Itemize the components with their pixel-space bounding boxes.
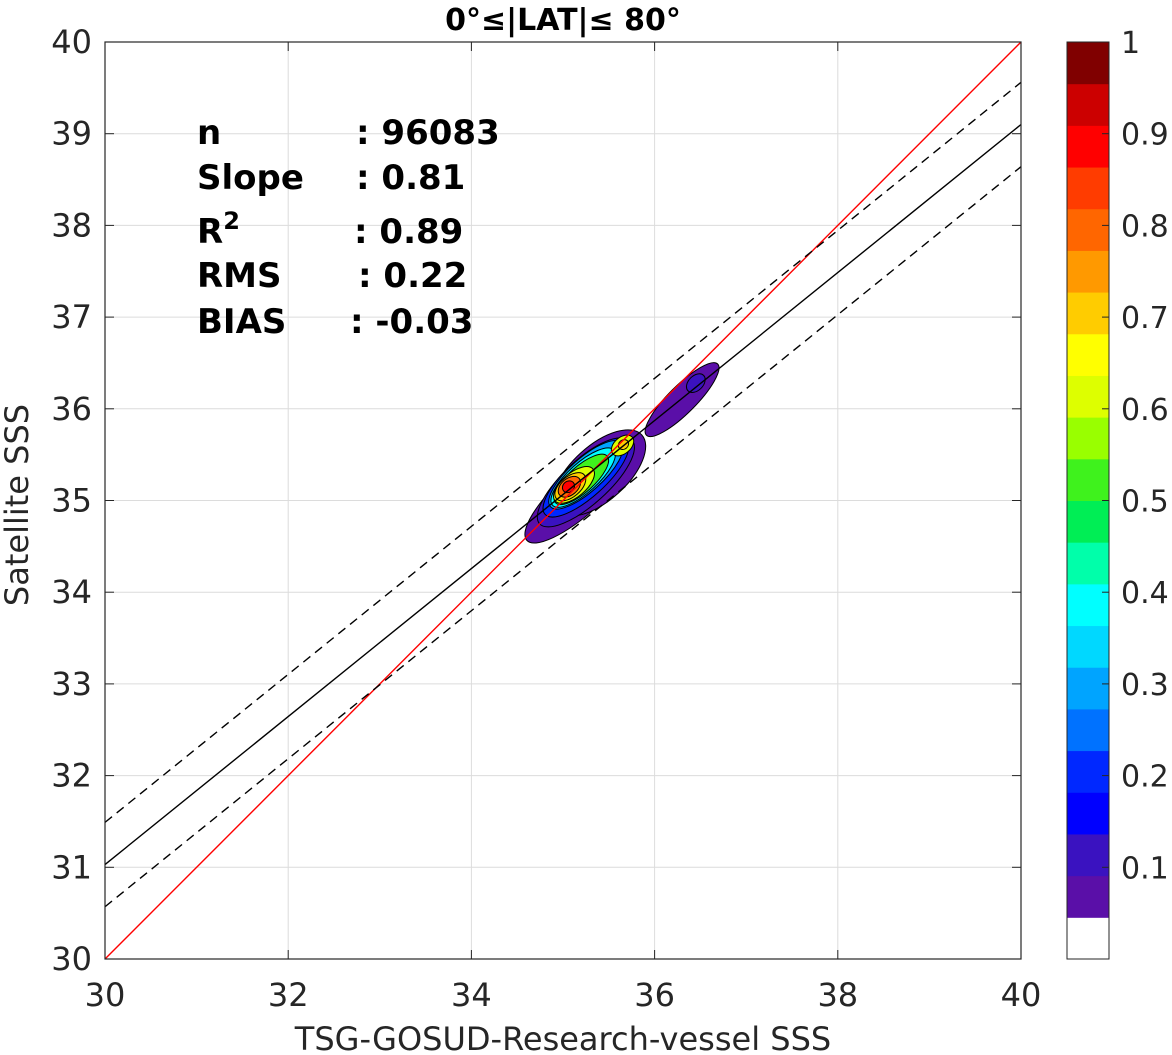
x-tick-label-3: 36: [634, 976, 675, 1014]
colorbar-segment-11: [1067, 458, 1109, 501]
colorbar-tick-label-0: 0.1: [1121, 851, 1169, 886]
chart-title: 0°≤|LAT|≤ 80°: [445, 3, 681, 38]
colorbar-segment-2: [1067, 833, 1109, 877]
stat-r2-base: R: [197, 212, 223, 252]
colorbar-tick-label-9: 1: [1121, 26, 1140, 61]
y-tick-label-9: 39: [51, 115, 92, 153]
colorbar-tick-label-5: 0.6: [1121, 393, 1169, 428]
colorbar-segment-1: [1067, 875, 1109, 918]
line-fit-upper: [105, 81, 1021, 823]
y-axis-ticks: 30 31 32 33 34 35 36 37 38 39 40: [51, 23, 1021, 978]
colorbar-segment-9: [1067, 542, 1109, 585]
x-tick-label-0: 30: [85, 976, 126, 1014]
x-axis-label: TSG-GOSUD-Research-vessel SSS: [294, 1020, 831, 1055]
line-fit: [105, 123, 1021, 866]
line-fit-lower: [105, 166, 1021, 908]
stat-bias-value: : -0.03: [350, 302, 473, 342]
colorbar-segment-17: [1067, 208, 1109, 251]
colorbar-tick-label-2: 0.3: [1121, 668, 1169, 703]
y-tick-label-6: 36: [51, 390, 92, 428]
x-tick-label-4: 38: [817, 976, 858, 1014]
y-tick-label-0: 30: [51, 940, 92, 978]
y-tick-label-5: 35: [51, 482, 92, 520]
colorbar-tick-label-6: 0.7: [1121, 301, 1169, 336]
x-tick-label-1: 32: [268, 976, 309, 1014]
stat-n-value: : 96083: [356, 113, 500, 153]
colorbar-segment-0: [1067, 917, 1109, 960]
colorbar-segment-10: [1067, 500, 1109, 543]
colorbar-segment-4: [1067, 750, 1109, 793]
colorbar-segment-12: [1067, 417, 1109, 460]
regression-lines: [105, 42, 1021, 959]
colorbar-tick-label-3: 0.4: [1121, 576, 1169, 611]
y-tick-label-7: 37: [51, 298, 92, 336]
colorbar: 0.1 0.2 0.3 0.4 0.5 0.6 0.7 0.8 0.9 1: [1066, 26, 1169, 960]
colorbar-segment-7: [1067, 625, 1109, 668]
colorbar-segment-15: [1067, 292, 1109, 335]
colorbar-tick-label-8: 0.9: [1121, 118, 1169, 153]
y-tick-label-3: 33: [51, 665, 92, 703]
colorbar-segment-5: [1067, 708, 1109, 752]
colorbar-segment-16: [1067, 250, 1109, 293]
colorbar-segment-8: [1067, 583, 1109, 627]
colorbar-segment-20: [1067, 83, 1109, 126]
colorbar-segment-14: [1067, 333, 1109, 376]
line-identity: [105, 42, 1021, 959]
stat-slope-value: : 0.81: [356, 158, 465, 198]
colorbar-segment-18: [1067, 167, 1109, 210]
stat-n-label: n: [197, 113, 221, 153]
colorbar-segment-3: [1067, 792, 1109, 835]
x-axis-ticks: 30 32 34 36 38 40: [85, 42, 1042, 1014]
y-tick-label-4: 34: [51, 573, 92, 611]
x-tick-label-2: 34: [451, 976, 492, 1014]
y-tick-label-2: 32: [51, 757, 92, 795]
y-tick-label-1: 31: [51, 848, 92, 886]
grid-lines: [104, 41, 1022, 960]
stat-bias-label: BIAS: [197, 302, 286, 342]
stat-rms-label: RMS: [197, 256, 282, 296]
y-tick-label-8: 38: [51, 206, 92, 244]
y-axis-label: Satellite SSS: [0, 404, 36, 606]
colorbar-segment-6: [1067, 667, 1109, 710]
x-tick-label-5: 40: [1001, 976, 1042, 1014]
colorbar-segment-21: [1067, 42, 1109, 85]
contour-level-1-blob-1: [685, 373, 706, 393]
colorbar-tick-label-7: 0.8: [1121, 209, 1169, 244]
stat-rms-value: : 0.22: [358, 256, 467, 296]
colorbar-segment-13: [1067, 375, 1109, 418]
colorbar-segment-19: [1067, 125, 1109, 168]
stat-r2-label: R2: [197, 207, 240, 252]
stat-r2-superscript: 2: [223, 207, 240, 235]
stat-slope-label: Slope: [197, 158, 304, 198]
colorbar-tick-label-1: 0.2: [1121, 760, 1169, 795]
stats-box: n : 96083 Slope : 0.81 R2 : 0.89 RMS : 0…: [197, 113, 500, 342]
y-tick-label-10: 40: [51, 23, 92, 61]
colorbar-tick-label-4: 0.5: [1121, 485, 1169, 520]
stat-r2-value: : 0.89: [354, 212, 463, 252]
